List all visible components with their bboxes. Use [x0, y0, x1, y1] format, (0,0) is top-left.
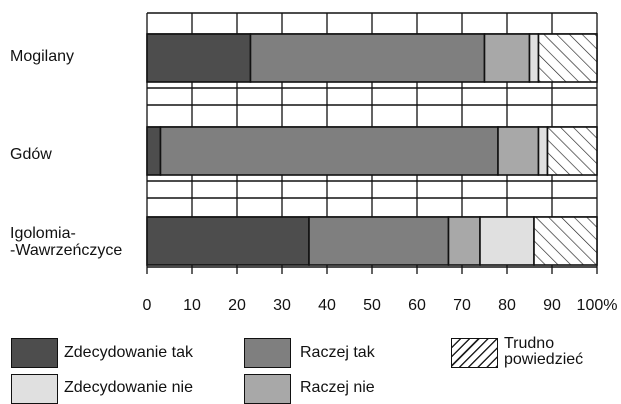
legend-label-zdecydowanie-tak: Zdecydowanie tak: [64, 344, 193, 361]
bar-segment: [146, 33, 252, 83]
legend-label-raczej-nie: Raczej nie: [300, 379, 375, 396]
x-tick-label: 60: [408, 297, 426, 314]
bar-segment: [546, 126, 598, 176]
legend-label-zdecydowanie-nie: Zdecydowanie nie: [64, 379, 193, 396]
x-tick-label: 100%: [576, 297, 618, 314]
bar-segment: [528, 33, 540, 83]
legend-swatch-raczej-tak: [244, 338, 291, 368]
category-label-gdow: Gdów: [10, 146, 52, 163]
category-label-mogilany: Mogilany: [10, 48, 75, 65]
bar-segment: [497, 126, 540, 176]
bar-segment: [537, 126, 549, 176]
x-tick-label: 50: [363, 297, 381, 314]
x-tick-label: 40: [318, 297, 336, 314]
legend-label-raczej-tak: Raczej tak: [300, 344, 375, 361]
bar-segment: [146, 216, 310, 266]
bar-segment: [447, 216, 481, 266]
legend-swatch-zdecydowanie-tak: [11, 338, 58, 368]
bar-segment: [159, 126, 499, 176]
bar-segment: [533, 216, 598, 266]
category-label-igolomia: Igolomia- -Wawrzeńczyce: [10, 225, 123, 259]
x-tick-label: 80: [498, 297, 516, 314]
x-tick-label: 10: [183, 297, 201, 314]
chart-bars: [146, 33, 598, 266]
bar-segment: [479, 216, 535, 266]
legend-swatch-zdecydowanie-nie: [11, 374, 58, 404]
x-tick-label: 20: [228, 297, 246, 314]
bar-segment: [308, 216, 450, 266]
bar-segment: [483, 33, 531, 83]
legend-swatch-trudno-powiedziec: [451, 338, 498, 368]
x-tick-label: 90: [543, 297, 561, 314]
legend-swatch-raczej-nie: [244, 374, 291, 404]
bar-segment: [146, 126, 162, 176]
x-tick-label: 30: [273, 297, 291, 314]
bar-segment: [537, 33, 598, 83]
bar-segment: [249, 33, 486, 83]
x-tick-label: 0: [142, 297, 152, 314]
x-tick-label: 70: [453, 297, 471, 314]
legend-label-trudno-powiedziec: Trudno powiedzieć: [504, 335, 584, 368]
